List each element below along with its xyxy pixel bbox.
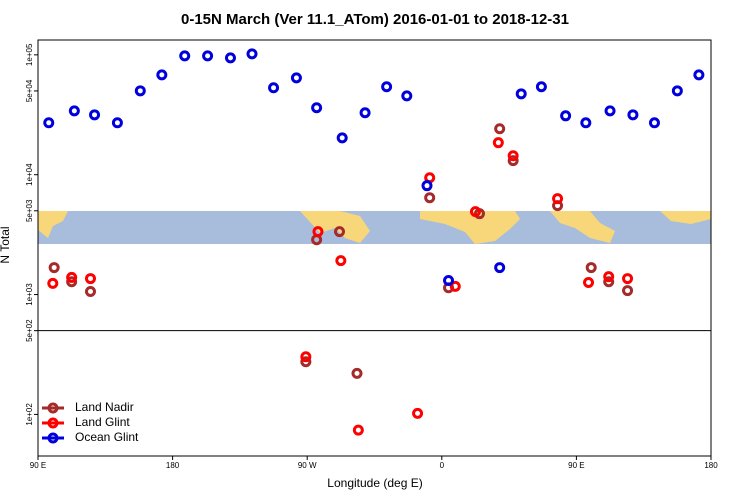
point — [300, 351, 312, 363]
point — [381, 81, 393, 93]
x-tick-label: 90 W — [298, 461, 317, 470]
point — [352, 424, 364, 436]
point — [469, 206, 481, 218]
x-tick-label: 90 E — [30, 461, 46, 470]
point — [560, 110, 572, 122]
x-axis-label: Longitude (deg E) — [327, 476, 422, 490]
y-axis-label: N Total — [0, 226, 12, 263]
point — [179, 50, 191, 62]
point — [66, 271, 78, 283]
point — [535, 81, 547, 93]
x-tick-label: 180 — [704, 461, 718, 470]
y-tick-label: 5e+02 — [25, 319, 34, 342]
point — [89, 109, 101, 121]
point — [224, 52, 236, 64]
point — [43, 117, 55, 129]
legend-label: Land Nadir — [75, 400, 134, 414]
point — [311, 102, 323, 114]
point — [622, 285, 634, 297]
legend-marker — [47, 402, 59, 414]
point — [671, 85, 683, 97]
legend-marker — [47, 432, 59, 444]
point — [336, 132, 348, 144]
point — [111, 117, 123, 129]
y-tick-label: 1e+03 — [25, 283, 34, 306]
y-tick-label: 5e+03 — [25, 199, 34, 222]
point — [603, 276, 615, 288]
point — [552, 193, 564, 205]
x-tick-label: 90 E — [568, 461, 584, 470]
chart-title: 0-15N March (Ver 11.1_ATom) 2016-01-01 t… — [181, 11, 569, 28]
point — [312, 226, 324, 238]
point — [627, 109, 639, 121]
x-tick-label: 180 — [166, 461, 180, 470]
point — [334, 226, 346, 238]
point — [603, 271, 615, 283]
point — [507, 155, 519, 167]
y-tick-label: 1e+04 — [25, 163, 34, 186]
point — [156, 69, 168, 81]
point — [84, 273, 96, 285]
point — [68, 105, 80, 117]
x-tick-label: 0 — [440, 461, 445, 470]
point — [359, 107, 371, 119]
point — [84, 286, 96, 298]
point — [351, 367, 363, 379]
point — [401, 90, 413, 102]
point — [134, 85, 146, 97]
point — [424, 192, 436, 204]
point — [290, 72, 302, 84]
point — [583, 277, 595, 289]
map-strip — [38, 211, 711, 244]
y-tick-label: 1e+05 — [25, 43, 34, 66]
point — [515, 88, 527, 100]
point — [494, 262, 506, 274]
y-tick-label: 5e+04 — [25, 79, 34, 102]
point — [202, 50, 214, 62]
point — [412, 407, 424, 419]
point — [443, 275, 455, 287]
point — [268, 82, 280, 94]
point — [48, 262, 60, 274]
point — [585, 262, 597, 274]
point — [580, 117, 592, 129]
legend-label: Ocean Glint — [75, 430, 139, 444]
plot-frame — [37, 39, 712, 457]
legend-marker — [47, 417, 59, 429]
point — [494, 123, 506, 135]
point — [421, 180, 433, 192]
point — [604, 105, 616, 117]
point — [47, 277, 59, 289]
point — [335, 255, 347, 267]
point — [246, 48, 258, 60]
point — [300, 356, 312, 368]
point — [648, 117, 660, 129]
y-tick-label: 1e+02 — [25, 403, 34, 426]
point — [449, 280, 461, 292]
point — [507, 150, 519, 162]
point — [693, 69, 705, 81]
legend-label: Land Glint — [75, 415, 130, 429]
point — [622, 273, 634, 285]
point — [66, 276, 78, 288]
point — [492, 137, 504, 149]
